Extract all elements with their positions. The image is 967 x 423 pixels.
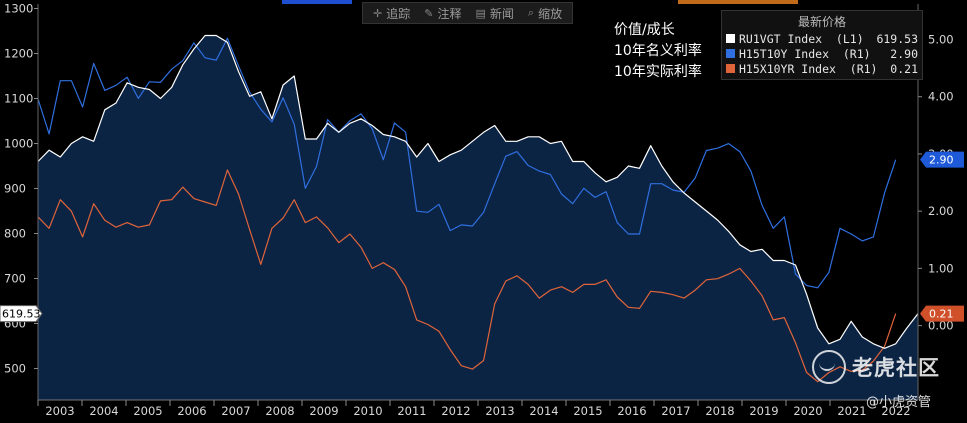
tag-value-growth-last-text: 619.53 xyxy=(2,308,41,321)
watermark-user: @小虎资管 xyxy=(866,395,932,410)
year-label: 2019 xyxy=(749,404,778,418)
toolbar-zoom-button[interactable]: ⌕ 缩放 xyxy=(528,5,562,22)
legend-entry-name: H15X10YR Index (R1) xyxy=(739,61,878,76)
legend-entry-name: RU1VGT Index (L1) xyxy=(739,31,864,46)
toolbar-annotate-button[interactable]: ✎ 注释 xyxy=(424,5,461,22)
year-label: 2021 xyxy=(837,404,866,418)
legend-entry-ru1vgt[interactable]: RU1VGT Index (L1) 619.53 xyxy=(726,31,918,46)
right-tick-label: 1.00 xyxy=(928,261,954,275)
left-tick-label: 800 xyxy=(4,227,26,241)
left-tick-label: 1200 xyxy=(4,47,33,61)
legend-entry-name: H15T10Y Index (R1) xyxy=(739,46,871,61)
right-tick-label: 5.00 xyxy=(928,32,954,46)
year-label: 2012 xyxy=(441,404,470,418)
year-label: 2013 xyxy=(485,404,514,418)
toolbar-zoom-label: 缩放 xyxy=(538,6,563,21)
year-label: 2007 xyxy=(221,404,250,418)
toolbar-annotate-label: 注释 xyxy=(437,6,462,21)
nominal-rate-line xyxy=(37,37,897,289)
orange-strip xyxy=(678,0,798,4)
chart-toolbar: ✛ 追踪 ✎ 注释 ▤ 新闻 ⌕ 缩放 xyxy=(362,2,574,24)
left-tick-label: 1100 xyxy=(4,92,33,106)
tag-nominal-rate-last: 2.90 xyxy=(920,151,964,168)
tiger-logo-icon xyxy=(812,350,846,384)
year-label: 2006 xyxy=(177,404,206,418)
tag-value-growth-last: 619.53 xyxy=(0,305,43,323)
toolbar-news-label: 新闻 xyxy=(489,6,514,21)
legend-entry-value: 619.53 xyxy=(876,31,918,46)
left-tick-label: 900 xyxy=(4,182,26,196)
legend-entry-h15t10y[interactable]: H15T10Y Index (R1) 2.90 xyxy=(726,46,918,61)
year-label: 2018 xyxy=(705,404,734,418)
year-label: 2004 xyxy=(89,404,118,418)
zoom-icon: ⌕ xyxy=(527,6,535,19)
left-tick-label: 1000 xyxy=(4,137,33,151)
value-growth-line xyxy=(37,34,919,349)
annotation-real-rate: 10年实际利率 xyxy=(614,64,702,80)
annotation-value-growth: 价值/成长 xyxy=(614,22,675,38)
tag-value-growth-last-box xyxy=(0,305,43,323)
legend-entry-value: 2.90 xyxy=(890,46,918,61)
year-label: 2010 xyxy=(353,404,382,418)
year-label: 2003 xyxy=(45,404,74,418)
chart-annotation: 价值/成长 10年名义利率 10年实际利率 xyxy=(614,20,702,83)
year-label: 2011 xyxy=(397,404,426,418)
tag-real-rate-last-text: 0.21 xyxy=(929,308,954,321)
left-tick-label: 1300 xyxy=(4,2,33,16)
tag-nominal-rate-last-text: 2.90 xyxy=(929,154,954,167)
year-label: 2009 xyxy=(309,404,338,418)
tag-real-rate-last-box xyxy=(920,305,964,322)
year-label: 2014 xyxy=(529,404,558,418)
legend-swatch-orange xyxy=(726,64,735,73)
annotation-nominal-rate: 10年名义利率 xyxy=(614,43,702,59)
toolbar-trace-button[interactable]: ✛ 追踪 xyxy=(373,5,410,22)
tag-real-rate-last: 0.21 xyxy=(920,305,964,322)
toolbar-trace-label: 追踪 xyxy=(386,6,411,21)
year-label: 2022 xyxy=(881,404,910,418)
left-tick-label: 500 xyxy=(4,362,26,376)
legend-title: 最新价格 xyxy=(797,15,846,29)
year-label: 2015 xyxy=(573,404,602,418)
year-label: 2020 xyxy=(793,404,822,418)
chart-legend: 最新价格 RU1VGT Index (L1) 619.53 H15T10Y In… xyxy=(721,10,923,80)
year-label: 2017 xyxy=(661,404,690,418)
news-icon: ▤ xyxy=(475,6,486,20)
bottom-axis: 2003 2004 2005 2006 2007 2008 2009 2010 2011 2012… xyxy=(37,399,918,418)
crosshair-icon: ✛ xyxy=(373,6,383,20)
year-label: 2008 xyxy=(265,404,294,418)
year-label: 2016 xyxy=(617,404,646,418)
year-label: 2005 xyxy=(133,404,162,418)
legend-entry-h15x10yr[interactable]: H15X10YR Index (R1) 0.21 xyxy=(726,61,918,76)
value-growth-area xyxy=(38,35,918,400)
right-tick-label: 4.00 xyxy=(928,90,954,104)
legend-swatch-blue xyxy=(726,49,735,58)
right-tick-label: 2.00 xyxy=(928,204,954,218)
legend-swatch-white xyxy=(726,34,735,43)
right-tick-label: 0.00 xyxy=(928,319,954,333)
right-axis: 5.004.003.002.001.000.00 xyxy=(917,4,954,400)
pen-icon: ✎ xyxy=(424,6,434,20)
tag-nominal-rate-last-box xyxy=(920,151,964,168)
real-rate-line xyxy=(37,169,897,383)
watermark: 老虎社区 xyxy=(812,350,940,384)
left-tick-label: 700 xyxy=(4,272,26,286)
blue-strip xyxy=(282,0,352,4)
watermark-brand: 老虎社区 xyxy=(852,356,940,380)
legend-entry-value: 0.21 xyxy=(890,61,918,76)
toolbar-news-button[interactable]: ▤ 新闻 xyxy=(475,5,513,22)
